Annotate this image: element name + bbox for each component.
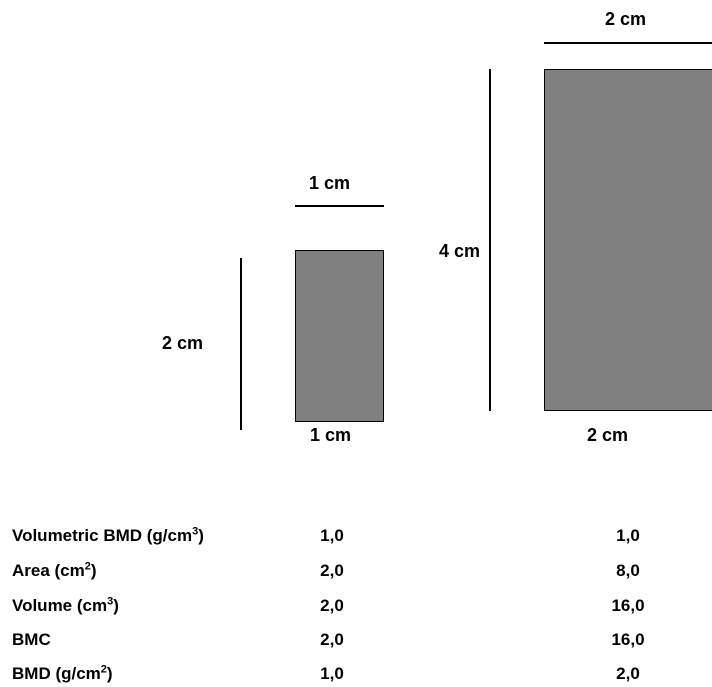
table-cell-small: 1,0 bbox=[320, 664, 344, 683]
table-cell-large: 1,0 bbox=[616, 526, 640, 545]
large-block-side-dimension-line bbox=[489, 69, 491, 411]
row-label-text: Area (cm bbox=[12, 561, 85, 580]
large-block-top-label: 2 cm bbox=[605, 9, 647, 29]
row-label-superscript: 3 bbox=[107, 595, 114, 608]
table-cell-large: 8,0 bbox=[616, 561, 640, 580]
small-block-bottom-label: 1 cm bbox=[310, 425, 352, 445]
small-block-side-label: 2 cm bbox=[162, 333, 204, 353]
table-row-label: BMC bbox=[12, 630, 51, 650]
small-block-top-label: 1 cm bbox=[309, 173, 351, 193]
row-label-text: BMC bbox=[12, 630, 51, 649]
large-block-bottom-label: 2 cm bbox=[587, 425, 629, 445]
table-row-label: Area (cm2) bbox=[12, 561, 97, 581]
row-label-superscript: 2 bbox=[100, 663, 107, 676]
row-label-suffix: ) bbox=[90, 561, 97, 580]
table-cell-large: 16,0 bbox=[611, 630, 645, 649]
large-block-side-label: 4 cm bbox=[439, 241, 481, 261]
row-label-suffix: ) bbox=[113, 596, 119, 615]
table-cell-large: 16,0 bbox=[611, 596, 645, 615]
row-label-suffix: ) bbox=[198, 526, 204, 545]
table-cell-small: 2,0 bbox=[320, 630, 344, 649]
small-block-top-dimension-line bbox=[295, 205, 384, 207]
table-row-label: BMD (g/cm2) bbox=[12, 664, 113, 684]
table-row-label: Volume (cm3) bbox=[12, 596, 119, 616]
table-cell-small: 1,0 bbox=[320, 526, 344, 545]
table-cell-large: 2,0 bbox=[616, 664, 640, 683]
large-block bbox=[544, 69, 712, 411]
table-cell-small: 2,0 bbox=[320, 596, 344, 615]
small-block bbox=[295, 250, 384, 422]
table-row-label: Volumetric BMD (g/cm3) bbox=[12, 526, 204, 546]
row-label-text: Volume (cm bbox=[12, 596, 108, 615]
table-cell-small: 2,0 bbox=[320, 561, 344, 580]
small-block-side-dimension-line bbox=[240, 258, 242, 430]
row-label-suffix: ) bbox=[106, 664, 113, 683]
row-label-superscript: 3 bbox=[192, 525, 199, 538]
row-label-text: BMD (g/cm bbox=[12, 664, 101, 683]
row-label-superscript: 2 bbox=[84, 560, 91, 573]
large-block-top-dimension-line bbox=[544, 42, 712, 44]
row-label-text: Volumetric BMD (g/cm bbox=[12, 526, 193, 545]
